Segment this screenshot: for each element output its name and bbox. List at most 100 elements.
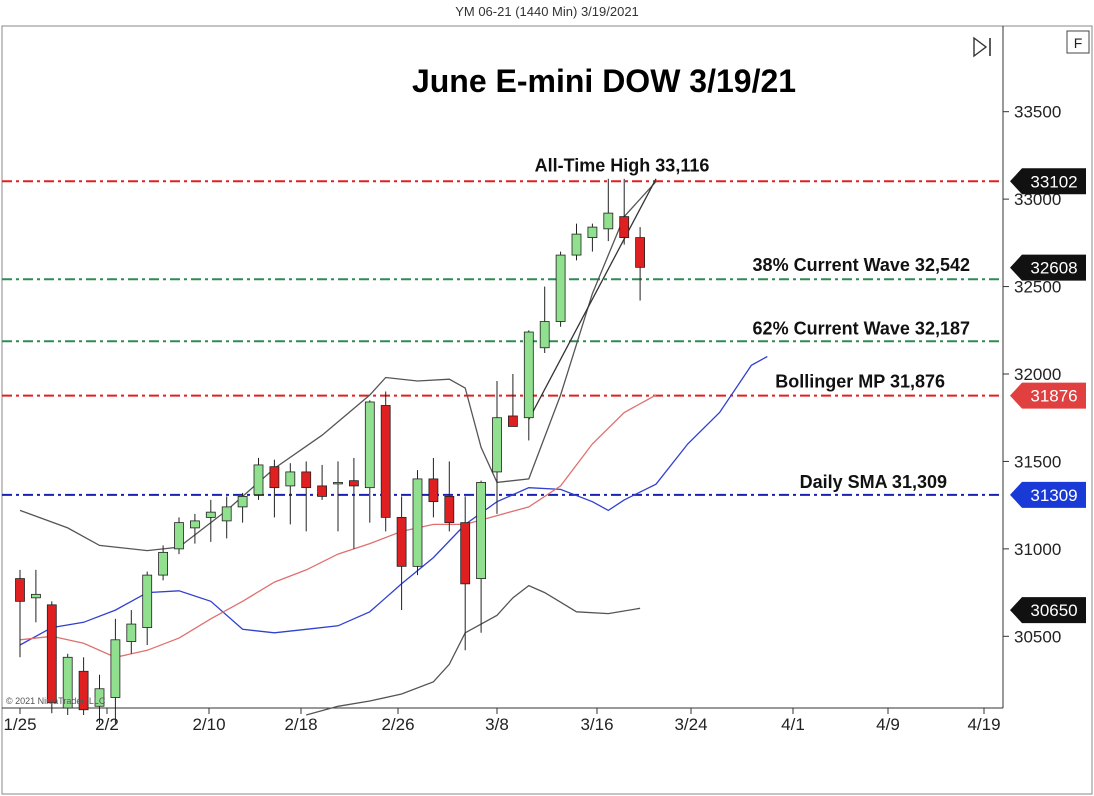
candle <box>205 499 216 542</box>
y-tick-label: 31500 <box>1014 452 1061 471</box>
candle <box>110 618 121 724</box>
candle-body <box>348 480 359 487</box>
candle-body <box>603 212 614 230</box>
candle <box>396 496 407 611</box>
candle-body <box>555 254 566 322</box>
x-tick-label: 2/18 <box>284 715 317 734</box>
candle <box>174 517 184 555</box>
candle-body <box>30 593 41 599</box>
candle-body <box>428 478 439 503</box>
candle <box>428 457 439 518</box>
x-tick-label: 4/19 <box>967 715 1000 734</box>
candle <box>269 459 280 518</box>
horizontal-levels <box>2 180 1003 496</box>
candle-body <box>317 485 328 497</box>
candle <box>62 653 73 715</box>
candle-body <box>364 401 375 489</box>
candle <box>348 457 359 549</box>
y-tick-label: 31000 <box>1014 540 1061 559</box>
candle <box>603 178 614 242</box>
candle-body <box>507 415 518 427</box>
indicator-slow-ma <box>19 394 657 658</box>
badge-shape-fib-38 <box>1010 254 1086 281</box>
scroll-end-button[interactable] <box>973 36 991 58</box>
f-button-label: F <box>1074 35 1083 51</box>
badge-shape-all-time-high <box>1010 168 1086 195</box>
level-label-all-time-high: All-Time High 33,116 <box>535 155 710 175</box>
candle-body <box>46 604 57 704</box>
candle-body <box>15 578 25 602</box>
y-tick-label: 33500 <box>1014 103 1061 122</box>
x-tick-label: 3/24 <box>674 715 707 734</box>
badge-text-last-price: 30650 <box>1030 601 1077 620</box>
level-label-fib-62: 62% Current Wave 32,187 <box>753 318 970 338</box>
candle <box>94 674 105 724</box>
y-tick-label: 30500 <box>1014 627 1061 646</box>
candle <box>189 513 200 544</box>
candle <box>158 545 169 581</box>
x-tick-label: 4/9 <box>876 715 900 734</box>
candle-body <box>94 688 105 707</box>
candle-body <box>460 522 471 585</box>
candle-body <box>269 466 280 489</box>
candle <box>635 227 645 301</box>
level-label-daily-sma: Daily SMA 31,309 <box>800 472 947 492</box>
instrument-title: YM 06-21 (1440 Min) 3/19/2021 <box>455 4 639 19</box>
candle <box>78 657 89 715</box>
f-button[interactable]: F <box>1066 30 1090 54</box>
candle <box>444 461 455 532</box>
x-tick-label: 4/1 <box>781 715 805 734</box>
badge-text-all-time-high: 33102 <box>1030 172 1077 191</box>
badge-text-daily-sma: 31309 <box>1030 486 1077 505</box>
y-tick-label: 33000 <box>1014 190 1061 209</box>
indicator-bollinger-lower <box>306 584 641 716</box>
play-to-end-icon <box>973 36 988 58</box>
candle-body <box>301 471 312 489</box>
price-axis-ticks: 30500 31000 31500 32000 32500 33000 33500 <box>1003 103 1061 646</box>
candle-body <box>174 522 184 550</box>
candle-body <box>126 623 137 642</box>
candle <box>285 463 296 525</box>
candle-body <box>253 464 264 496</box>
candle-body <box>380 405 391 518</box>
candle <box>492 380 502 514</box>
candle <box>253 457 264 500</box>
candle <box>523 330 534 441</box>
price-badges: 33102 32608 31876 31309 30650 <box>1010 168 1086 624</box>
copyright-text: © 2021 NinjaTrader, LLC <box>6 696 106 706</box>
badge-shape-daily-sma <box>1010 481 1086 508</box>
candle-body <box>492 417 502 473</box>
candle <box>221 496 232 539</box>
candle <box>412 470 423 576</box>
candle <box>301 461 312 532</box>
candle-body <box>189 520 200 529</box>
x-tick-label: 3/16 <box>580 715 613 734</box>
x-tick-label: 2/10 <box>192 715 225 734</box>
candle-body <box>78 670 89 711</box>
candle-body <box>476 482 487 579</box>
candle <box>30 569 41 623</box>
candle-body <box>619 216 630 238</box>
f-button-box <box>1066 30 1090 54</box>
indicator-fast-ma <box>19 355 768 646</box>
candle <box>317 464 328 500</box>
candle-body <box>221 506 232 522</box>
candle <box>333 461 343 532</box>
candle-body <box>396 516 407 567</box>
candle <box>507 373 518 427</box>
badge-text-bollinger-mp: 31876 <box>1030 387 1077 406</box>
level-label-fib-38: 38% Current Wave 32,542 <box>753 255 970 275</box>
indicator-trend-line <box>528 178 657 420</box>
badge-last-price: 30650 <box>1010 597 1086 624</box>
badge-bollinger-mp: 31876 <box>1010 382 1086 409</box>
candle-body <box>523 331 534 419</box>
candle <box>15 569 25 658</box>
candle <box>555 251 566 327</box>
candle-body <box>62 656 73 709</box>
x-tick-label: 2/26 <box>381 715 414 734</box>
indicator-bollinger-upper <box>19 181 657 552</box>
candle-body <box>237 496 248 508</box>
x-tick-label: 1/25 <box>3 715 36 734</box>
candle-body <box>587 226 598 238</box>
